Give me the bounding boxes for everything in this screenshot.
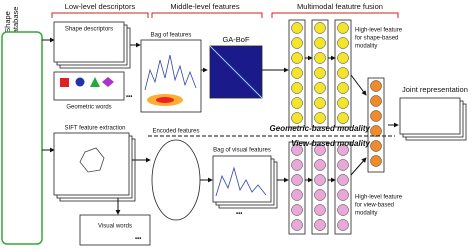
neuron (314, 159, 326, 171)
label: Bag of visual features (213, 148, 271, 154)
encoded-cloud (151, 139, 201, 221)
more: ••• (236, 212, 242, 218)
neuron (337, 97, 349, 109)
neuron (337, 52, 349, 64)
neuron (337, 67, 349, 79)
histogram (215, 166, 267, 197)
neuron (314, 144, 326, 156)
surface (156, 97, 174, 103)
word-icon (75, 77, 85, 87)
neuron (314, 204, 326, 216)
neuron (314, 37, 326, 49)
neuron (370, 125, 382, 137)
neuron (337, 204, 349, 216)
neuron (291, 97, 303, 109)
joint-box (399, 97, 461, 135)
neuron (337, 189, 349, 201)
database-label: Shape (3, 11, 12, 33)
neuron (370, 80, 382, 92)
neuron (314, 52, 326, 64)
neuron (314, 67, 326, 79)
more: ••• (126, 95, 132, 101)
arrow (350, 74, 367, 96)
neuron (337, 82, 349, 94)
neuron (314, 219, 326, 231)
bracket (151, 12, 263, 18)
neuron (314, 97, 326, 109)
label: Geometric words (66, 105, 111, 111)
label: Visual words (98, 224, 132, 230)
sift-box (53, 132, 130, 196)
neuron (337, 219, 349, 231)
word-icon (90, 77, 100, 87)
label: modality (355, 211, 377, 217)
label: Encoded features (152, 129, 199, 135)
database-box (1, 31, 43, 245)
neuron (314, 189, 326, 201)
word-icon (102, 77, 114, 87)
label: for view-based (355, 203, 394, 209)
visual-words-box (79, 214, 151, 246)
neuron (291, 159, 303, 171)
neuron (370, 155, 382, 167)
stage-label: Middle-level features (170, 2, 239, 11)
neuron (291, 37, 303, 49)
histogram (144, 54, 197, 91)
neuron (337, 144, 349, 156)
neuron (314, 174, 326, 186)
database-label: database (11, 7, 20, 38)
neuron (291, 144, 303, 156)
label: for shape-based (355, 36, 398, 42)
label: Bag of features (151, 33, 192, 39)
stage-label: Low-level descriptors (65, 2, 136, 11)
neuron (291, 52, 303, 64)
neuron (337, 159, 349, 171)
neuron (291, 112, 303, 124)
neuron (314, 82, 326, 94)
label: modality (355, 44, 377, 50)
label: SIFT feature extraction (65, 126, 126, 132)
label: GA-BoF (222, 35, 250, 44)
label: High-level feature (355, 195, 403, 201)
more: ••• (135, 237, 141, 243)
word-icon (60, 78, 69, 87)
stage-label: Multimodal featutre fusion (297, 2, 383, 11)
neuron (291, 67, 303, 79)
label: Joint representation (402, 85, 468, 94)
neuron (314, 112, 326, 124)
neuron (337, 174, 349, 186)
matrix-diagonal (209, 45, 263, 99)
neuron (314, 22, 326, 34)
bracket (51, 12, 149, 18)
neuron (337, 37, 349, 49)
neuron (337, 22, 349, 34)
bov-box (212, 155, 272, 203)
dodecahedron (79, 147, 105, 173)
neuron (291, 82, 303, 94)
modality-label: Geometric-based modality (270, 124, 371, 133)
neuron (291, 204, 303, 216)
modality-label: View-based modality (291, 139, 370, 148)
label: High-level feature (355, 28, 403, 34)
neuron (291, 174, 303, 186)
neuron (370, 95, 382, 107)
label: Shape descriptors (65, 27, 113, 33)
neuron (370, 140, 382, 152)
arrow (350, 157, 367, 176)
neuron (291, 189, 303, 201)
neuron (370, 110, 382, 122)
bracket (271, 12, 399, 18)
descriptor-box (53, 21, 125, 63)
neuron (337, 112, 349, 124)
neuron (291, 219, 303, 231)
neuron (291, 22, 303, 34)
